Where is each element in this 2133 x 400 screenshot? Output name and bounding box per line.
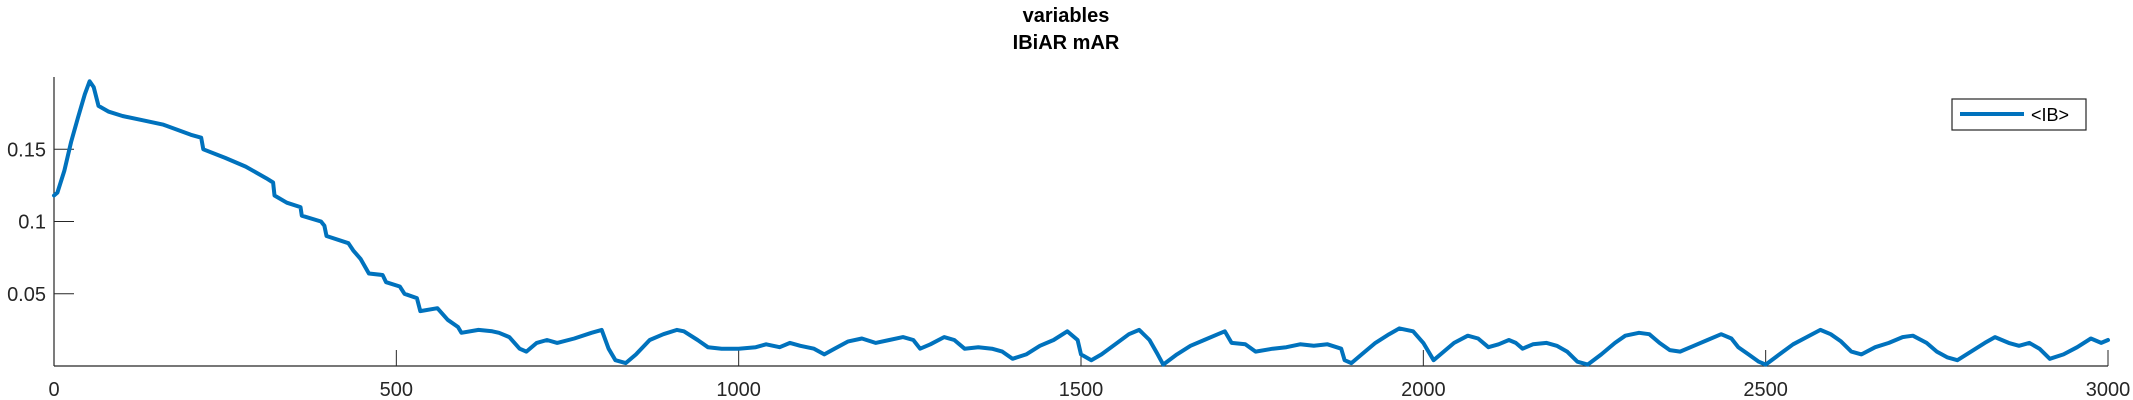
y-tick-label: 0.15 [7,139,46,161]
y-axis-ticks: 0.05 0.1 0.15 [7,139,74,306]
y-tick-label: 0.1 [18,212,46,234]
x-tick-label: 2000 [1401,379,1446,400]
x-tick-label: 3000 [2086,379,2131,400]
axes [53,77,2108,367]
chart-title: variables [1023,5,1110,27]
x-axis-ticks: 0 500 1000 1500 2000 2500 3000 [48,350,2130,400]
y-tick-label: 0.05 [7,284,46,306]
x-tick-label: 1500 [1059,379,1104,400]
legend: <IB> [1951,98,2087,131]
x-tick-label: 1000 [716,379,761,400]
x-tick-label: 500 [380,379,413,400]
series-lines [52,79,2110,367]
legend-label-ib: <IB> [2031,105,2069,125]
chart-subtitle: IBiAR mAR [1013,32,1120,54]
series-line-ib [52,79,2110,367]
x-tick-label: 2500 [1743,379,1788,400]
x-tick-label: 0 [48,379,59,400]
